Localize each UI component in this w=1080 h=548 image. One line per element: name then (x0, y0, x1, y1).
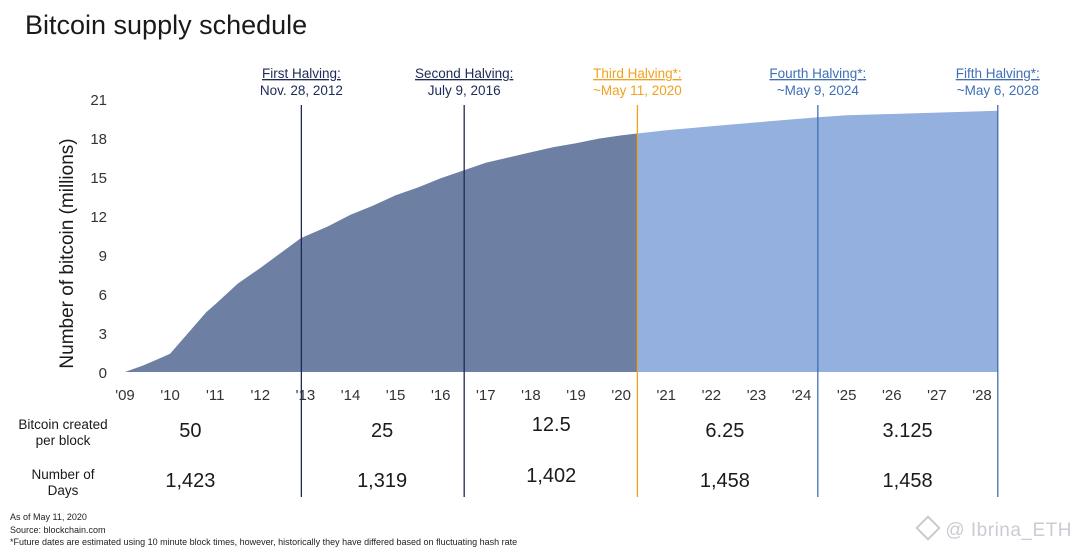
x-tick-label: '25 (837, 387, 857, 404)
watermark: @ Ibrina_ETH (915, 515, 1072, 542)
halving-label: First Halving: (262, 66, 341, 81)
number-of-days-value: 1,402 (526, 465, 576, 487)
x-tick-label: '11 (206, 387, 224, 404)
x-tick-label: '17 (476, 387, 496, 404)
y-tick-label: 12 (90, 209, 107, 226)
bitcoin-per-block-value: 6.25 (705, 420, 744, 442)
halving-date: ~May 11, 2020 (593, 83, 682, 98)
x-tick-label: '19 (566, 387, 586, 404)
bitcoin-per-block-value: 3.125 (883, 420, 933, 442)
halving-label: Third Halving*: (593, 66, 682, 81)
y-tick-label: 18 (90, 131, 107, 148)
halving-label: Fourth Halving*: (769, 66, 866, 81)
y-tick-label: 21 (90, 92, 107, 109)
y-tick-label: 6 (99, 287, 107, 304)
x-tick-label: '20 (611, 387, 631, 404)
x-tick-label: '23 (747, 387, 767, 404)
table-row-label: Bitcoin created (18, 417, 107, 432)
watermark-logo-icon (915, 515, 942, 541)
x-tick-label: '26 (882, 387, 902, 404)
x-tick-label: '28 (972, 387, 992, 404)
table-row-label: per block (36, 433, 91, 448)
halving-date: July 9, 2016 (428, 83, 501, 98)
x-tick-label: '15 (386, 387, 406, 404)
x-tick-label: '12 (251, 387, 271, 404)
number-of-days-value: 1,458 (700, 470, 750, 492)
x-tick-label: '10 (160, 387, 180, 404)
x-tick-label: '13 (296, 387, 316, 404)
x-tick-label: '22 (702, 387, 722, 404)
table-row-label: Number of (31, 467, 94, 482)
halving-label: Fifth Halving*: (956, 66, 1040, 81)
y-tick-label: 3 (99, 326, 107, 343)
y-tick-label: 15 (90, 170, 107, 187)
footnote-source: Source: blockchain.com (10, 525, 106, 535)
x-tick-label: '16 (431, 387, 451, 404)
x-tick-label: '27 (927, 387, 947, 404)
halving-date: ~May 6, 2028 (957, 83, 1039, 98)
number-of-days-value: 1,423 (165, 470, 215, 492)
number-of-days-value: 1,319 (357, 470, 407, 492)
bitcoin-per-block-value: 50 (179, 420, 201, 442)
bitcoin-per-block-value: 12.5 (532, 414, 571, 436)
chart-title: Bitcoin supply schedule (25, 10, 308, 40)
y-axis-label: Number of bitcoin (millions) (57, 138, 78, 368)
bitcoin-per-block-value: 25 (371, 420, 393, 442)
number-of-days-value: 1,458 (883, 470, 933, 492)
y-tick-label: 0 (99, 365, 107, 382)
footnote-estimate: *Future dates are estimated using 10 min… (10, 537, 518, 547)
x-tick-label: '14 (341, 387, 361, 404)
historical-supply-area (125, 133, 638, 372)
x-tick-label: '18 (521, 387, 541, 404)
halving-label: Second Halving: (415, 66, 513, 81)
watermark-text: @ Ibrina_ETH (945, 520, 1072, 541)
footnote-as-of: As of May 11, 2020 (10, 512, 87, 522)
x-tick-label: '24 (792, 387, 812, 404)
table-row-label: Days (48, 483, 79, 498)
x-tick-label: '21 (656, 387, 676, 404)
x-tick-label: '09 (115, 387, 135, 404)
halving-date: ~May 9, 2024 (777, 83, 860, 98)
y-tick-label: 9 (99, 248, 107, 265)
halving-date: Nov. 28, 2012 (260, 83, 343, 98)
